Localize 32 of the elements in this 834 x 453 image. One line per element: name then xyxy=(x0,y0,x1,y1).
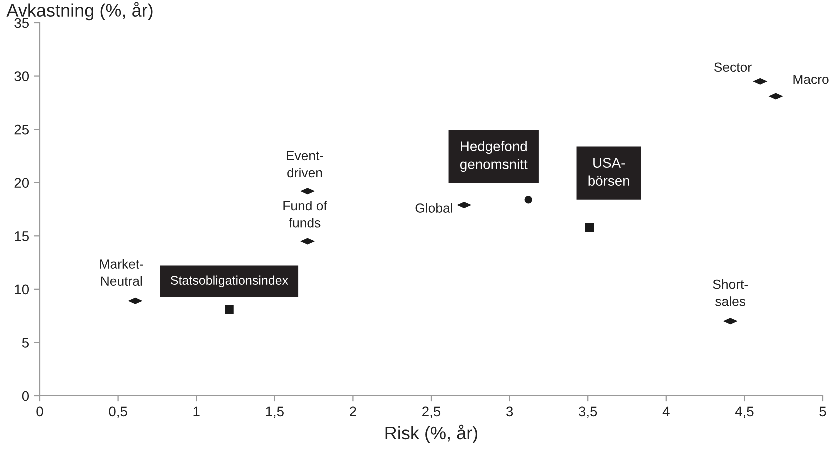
x-tick-label: 5 xyxy=(820,406,826,417)
annotation: Short- sales xyxy=(713,280,748,306)
x-tick-label: 0 xyxy=(36,406,44,417)
x-tick-label: 3,5 xyxy=(578,406,598,418)
y-tick-label: 30 xyxy=(14,72,30,82)
x-tick-label: 4,5 xyxy=(735,406,754,418)
x-tick-label: 1,5 xyxy=(266,406,284,418)
annotation: Statsobligationsindex xyxy=(170,276,288,288)
point xyxy=(585,223,594,232)
y-tick-label: 15 xyxy=(15,232,30,242)
point xyxy=(225,305,234,314)
x-tick-label: 0,5 xyxy=(109,406,128,418)
y-tick-label: 25 xyxy=(14,124,30,135)
annotation: Fund of funds xyxy=(284,200,328,228)
annotation: Event- driven xyxy=(287,151,324,178)
x-tick-label: 1 xyxy=(194,406,200,416)
annotation: Macro xyxy=(794,74,829,84)
y-tick-label: 0 xyxy=(22,391,30,402)
point xyxy=(524,196,532,204)
x-axis-title: Risk (%, år) xyxy=(386,424,478,444)
y-tick-label: 5 xyxy=(22,338,29,348)
x-tick-label: 2 xyxy=(350,406,356,416)
x-tick-label: 2,5 xyxy=(422,406,441,418)
annotation: Market- Neutral xyxy=(100,259,144,286)
annotation: USA- börsen xyxy=(588,158,630,186)
annotation: Hedgefond genomsnitt xyxy=(460,141,528,172)
annotation: Global xyxy=(416,203,452,213)
x-tick-label: 4 xyxy=(662,406,670,416)
x-tick-label: 3 xyxy=(506,406,514,417)
y-tick-label: 10 xyxy=(15,284,30,295)
annotation: Sector xyxy=(714,62,752,72)
y-tick-label: 20 xyxy=(14,178,30,188)
